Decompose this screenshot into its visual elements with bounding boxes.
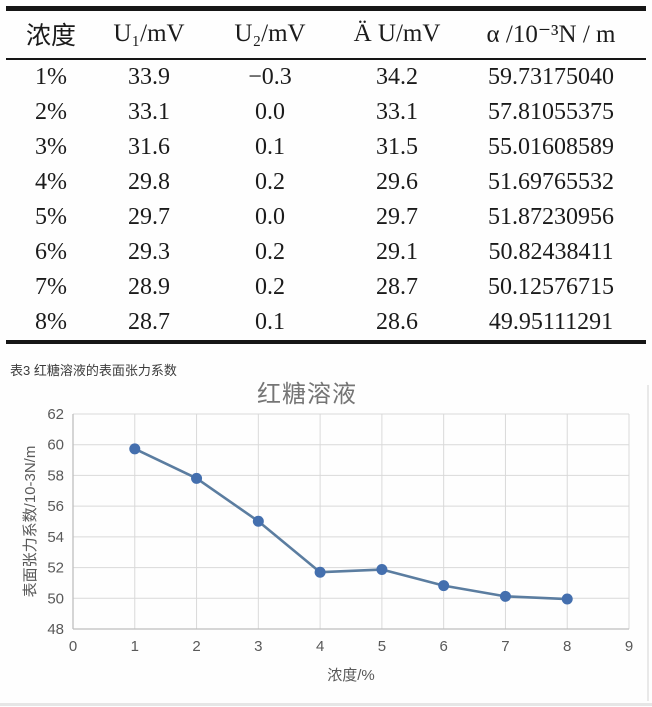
table-header-cell: α /10⁻³N / m <box>486 21 616 48</box>
table-cell: 3% <box>35 134 67 160</box>
x-tick-label: 2 <box>192 638 200 655</box>
table-row: 6% 29.3 0.2 29.1 50.82438411 <box>6 235 646 270</box>
table-cell: 0.2 <box>255 274 285 300</box>
data-point <box>561 593 573 605</box>
x-axis-title: 浓度/% <box>327 667 375 684</box>
table-cell: 0.2 <box>255 169 285 195</box>
table-row: 2% 33.1 0.0 33.1 57.81055375 <box>6 95 646 130</box>
y-tick-label: 52 <box>47 560 64 577</box>
table-row: 5% 29.7 0.0 29.7 51.87230956 <box>6 200 646 235</box>
y-tick-label: 54 <box>47 529 64 546</box>
table-cell: 59.73175040 <box>488 64 614 90</box>
y-tick-label: 60 <box>47 437 64 454</box>
x-tick-label: 5 <box>378 638 386 655</box>
table-header-cell: U₁/mV <box>113 20 185 47</box>
chart: 48 50 52 54 56 58 60 62 0 1 2 3 4 5 6 7 8 9 红糖溶液 浓度/% 表面张力系数… <box>20 372 648 694</box>
table-cell: 28.7 <box>376 274 418 300</box>
table-body: 1% 33.9 −0.3 34.2 59.73175040 2% 33.1 0.0 33.1 57… <box>6 59 646 342</box>
table-cell: 49.95111291 <box>488 309 614 335</box>
chart-title: 红糖溶液 <box>257 381 357 408</box>
table-cell: 29.1 <box>376 239 418 265</box>
table-header-cell: U₂/mV <box>234 20 306 47</box>
table-cell: 31.6 <box>128 134 170 160</box>
y-tick-label: 48 <box>47 621 64 638</box>
table-cell: 50.82438411 <box>488 239 614 265</box>
table-cell: 0.1 <box>255 134 285 160</box>
page-right-edge-line <box>647 385 649 701</box>
table-header-row: 浓度 U₁/mV U₂/mV Ä U/mV α /10⁻³N / m <box>6 9 646 59</box>
table-cell: 51.87230956 <box>488 204 614 230</box>
table-cell: 0.1 <box>255 309 285 335</box>
x-tick-label: 9 <box>625 638 633 655</box>
table-cell: 29.7 <box>376 204 418 230</box>
table-cell: 29.3 <box>128 239 170 265</box>
table-cell: 51.69765532 <box>488 169 614 195</box>
table-cell: 0.0 <box>255 204 285 230</box>
page-bottom-edge-line <box>0 703 652 706</box>
table-cell: 29.6 <box>376 169 418 195</box>
table-row: 3% 31.6 0.1 31.5 55.01608589 <box>6 130 646 165</box>
data-point <box>438 580 450 592</box>
y-tick-label: 56 <box>47 498 64 515</box>
x-tick-label: 0 <box>69 638 77 655</box>
table-cell: 29.7 <box>128 204 170 230</box>
x-tick-label: 1 <box>131 638 139 655</box>
table-cell: 6% <box>35 239 67 265</box>
table-cell: 2% <box>35 99 67 125</box>
x-tick-label: 6 <box>439 638 447 655</box>
table-cell: 8% <box>35 309 67 335</box>
data-table: 浓度 U₁/mV U₂/mV Ä U/mV α /10⁻³N / m 1% 33.9 −0.… <box>6 6 646 344</box>
table-cell: 33.9 <box>128 64 170 90</box>
table-cell: 31.5 <box>376 134 418 160</box>
table-cell: 1% <box>35 64 67 90</box>
x-tick-label: 3 <box>254 638 262 655</box>
table-row: 8% 28.7 0.1 28.6 49.95111291 <box>6 305 646 342</box>
data-point <box>129 443 141 455</box>
table-cell: 5% <box>35 204 67 230</box>
table-row: 4% 29.8 0.2 29.6 51.69765532 <box>6 165 646 200</box>
table-cell: 28.6 <box>376 309 418 335</box>
table-cell: 28.7 <box>128 309 170 335</box>
table-row: 7% 28.9 0.2 28.7 50.12576715 <box>6 270 646 305</box>
y-axis-title: 表面张力系数/10-3N/m <box>22 446 39 598</box>
table-cell: 33.1 <box>376 99 418 125</box>
data-point <box>314 566 326 578</box>
table-header-cell: Ä U/mV <box>353 20 441 47</box>
y-tick-label: 62 <box>47 406 64 423</box>
table-cell: 29.8 <box>128 169 170 195</box>
table-cell: 4% <box>35 169 67 195</box>
table-cell: 50.12576715 <box>488 274 614 300</box>
data-point <box>376 564 388 576</box>
x-tick-label: 8 <box>563 638 571 655</box>
table-cell: 28.9 <box>128 274 170 300</box>
data-point <box>252 515 264 527</box>
series-line <box>133 447 569 601</box>
y-tick-label: 50 <box>47 590 64 607</box>
table-row: 1% 33.9 −0.3 34.2 59.73175040 <box>6 59 646 95</box>
table-cell: 33.1 <box>128 99 170 125</box>
table-caption: 表3 红糖溶液的表面张力系数 <box>10 363 177 378</box>
table-header-cell: 浓度 <box>25 23 76 50</box>
table-cell: 0.2 <box>255 239 285 265</box>
data-point <box>191 472 203 484</box>
y-tick-label: 58 <box>47 467 64 484</box>
x-tick-label: 7 <box>501 638 509 655</box>
x-tick-label: 4 <box>316 638 324 655</box>
table-cell: 34.2 <box>376 64 418 90</box>
table-section: 浓度 U₁/mV U₂/mV Ä U/mV α /10⁻³N / m 1% 33.9 −0.… <box>6 6 646 379</box>
table-cell: −0.3 <box>248 64 292 90</box>
table-cell: 7% <box>35 274 67 300</box>
table-cell: 0.0 <box>255 99 285 125</box>
data-point <box>499 590 511 602</box>
table-cell: 57.81055375 <box>488 99 614 125</box>
table-cell: 55.01608589 <box>488 134 614 160</box>
